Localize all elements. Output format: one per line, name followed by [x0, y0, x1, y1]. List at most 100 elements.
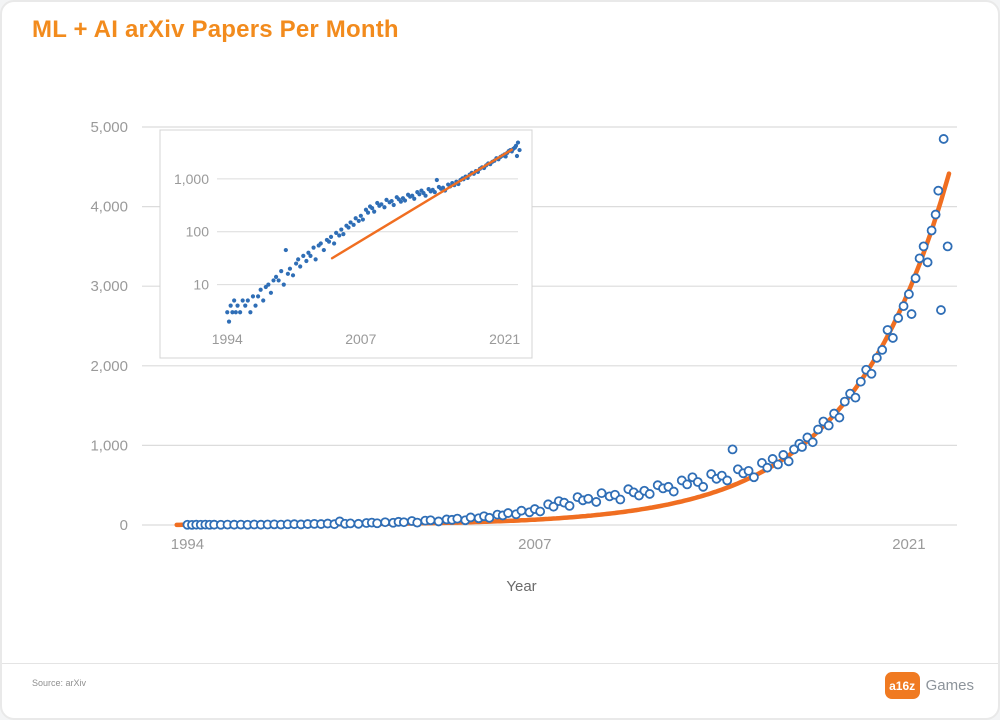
- inset-y-tick-label: 10: [193, 277, 209, 293]
- scatter-point: [906, 309, 917, 319]
- scatter-point: [918, 241, 929, 252]
- inset-scatter-point: [337, 233, 342, 238]
- scatter-point: [877, 344, 888, 355]
- inset-scatter-point: [238, 310, 243, 315]
- scatter-point: [797, 442, 807, 452]
- inset-scatter-point: [313, 257, 318, 262]
- scatter-point: [380, 517, 391, 528]
- brand-suffix-label: Games: [925, 677, 974, 694]
- y-tick-label: 1,000: [90, 437, 128, 454]
- inset-scatter-point: [346, 225, 351, 230]
- scatter-point: [749, 472, 759, 483]
- y-tick-label: 0: [120, 517, 128, 534]
- scatter-point: [887, 333, 898, 343]
- inset-scatter-point: [326, 239, 332, 244]
- inset-scatter-point: [360, 217, 365, 222]
- scatter-point: [682, 479, 693, 490]
- inset-y-tick-label: 100: [186, 224, 210, 240]
- inset-scatter-point: [253, 303, 258, 308]
- brand-logo: a16z Games: [884, 672, 974, 699]
- scatter-point: [914, 253, 925, 264]
- x-tick-label: 2021: [892, 536, 925, 553]
- inset-scatter-point: [384, 197, 389, 202]
- inset-scatter-point: [230, 310, 235, 315]
- scatter-point: [882, 325, 893, 335]
- papers-per-month-chart: 0 1,000 2,000 3,000 4,000 5,000 10 100 1,000 1994…: [90, 119, 957, 595]
- inset-scatter-point: [389, 198, 394, 204]
- inset-scatter-point: [250, 294, 256, 299]
- scatter-point: [591, 497, 602, 507]
- inset-scatter-point: [341, 232, 346, 237]
- inset-scatter-point: [423, 193, 428, 198]
- inset-y-tick-label: 1,000: [174, 171, 209, 187]
- scatter-point: [778, 450, 789, 460]
- scatter-point: [727, 444, 738, 455]
- inset-x-tick-label: 2021: [489, 331, 520, 347]
- inset-scatter-point: [370, 205, 375, 211]
- inset-scatter-point: [258, 287, 263, 292]
- scatter-point: [353, 518, 364, 529]
- scatter-point: [516, 505, 527, 516]
- scatter-point: [564, 500, 575, 511]
- scatter-point: [762, 462, 773, 473]
- inset-scatter-point: [298, 264, 303, 269]
- inset-scatter-point: [358, 213, 363, 218]
- scatter-point: [668, 486, 679, 497]
- scatter-point: [922, 257, 933, 268]
- inset-scatter-point: [294, 261, 299, 266]
- scatter-point: [698, 481, 709, 492]
- scatter-point: [535, 506, 546, 517]
- inset-scatter-point: [268, 290, 274, 295]
- inset-scatter-point: [348, 220, 353, 225]
- inset-panel: [159, 129, 533, 359]
- scatter-point: [823, 420, 834, 431]
- inset-scatter-point: [276, 278, 281, 283]
- scatter-point: [898, 301, 909, 312]
- inset-scatter-point: [318, 241, 323, 246]
- scatter-point: [484, 512, 495, 523]
- inset-scatter-point: [308, 253, 313, 258]
- inset-scatter-point: [321, 247, 326, 253]
- inset-scatter-point: [232, 298, 237, 303]
- y-tick-label: 3,000: [90, 278, 128, 295]
- inset-scatter-point: [515, 140, 521, 145]
- scatter-point: [644, 489, 655, 499]
- scatter-point: [503, 508, 513, 518]
- inset-scatter-point: [434, 177, 439, 183]
- scatter-point: [942, 241, 953, 252]
- scatter-point: [893, 313, 904, 323]
- inset-scatter-point: [245, 298, 250, 303]
- inset-scatter-point: [382, 205, 387, 210]
- inset-scatter-point: [514, 153, 520, 159]
- inset-scatter-point: [353, 216, 358, 221]
- scatter-point: [452, 513, 463, 524]
- inset-scatter-point: [379, 202, 384, 207]
- inset-x-tick-label: 1994: [212, 331, 243, 347]
- x-tick-label: 2007: [518, 536, 551, 553]
- scatter-point: [615, 494, 626, 505]
- inset-scatter-point: [328, 234, 334, 239]
- inset-scatter-point: [225, 310, 230, 315]
- scatter-point: [910, 273, 921, 284]
- scatter-point: [583, 493, 594, 504]
- inset-scatter-point: [306, 250, 311, 255]
- page-title: ML + AI arXiv Papers Per Month: [32, 16, 399, 43]
- scatter-point: [834, 412, 845, 423]
- inset-scatter-point: [311, 245, 316, 250]
- scatter-point: [465, 512, 476, 523]
- scatter-point: [398, 517, 409, 528]
- y-tick-label: 4,000: [90, 199, 128, 216]
- inset-scatter-point: [248, 310, 253, 315]
- inset-scatter-point: [287, 266, 293, 271]
- inset-x-tick-label: 2007: [345, 331, 376, 347]
- scatter-point: [773, 459, 783, 470]
- scatter-point: [783, 456, 794, 467]
- inset-scatter-point: [290, 273, 296, 278]
- inset-scatter-point: [283, 247, 288, 253]
- scatter-point: [839, 396, 850, 407]
- inset-scatter-point: [255, 294, 261, 299]
- inset-scatter-point: [365, 210, 371, 215]
- inset-scatter-point: [228, 303, 233, 308]
- inset-scatter-point: [410, 193, 415, 198]
